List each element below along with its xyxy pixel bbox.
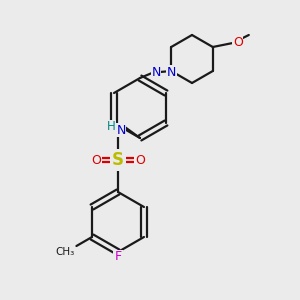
Text: S: S (112, 151, 124, 169)
Text: O: O (91, 154, 101, 166)
Text: H: H (106, 121, 116, 134)
Text: F: F (114, 250, 122, 263)
Text: N: N (151, 67, 161, 80)
Text: N: N (167, 65, 176, 79)
Text: N: N (116, 124, 126, 136)
Text: O: O (233, 35, 243, 49)
Text: O: O (135, 154, 145, 166)
Text: CH₃: CH₃ (55, 247, 74, 257)
